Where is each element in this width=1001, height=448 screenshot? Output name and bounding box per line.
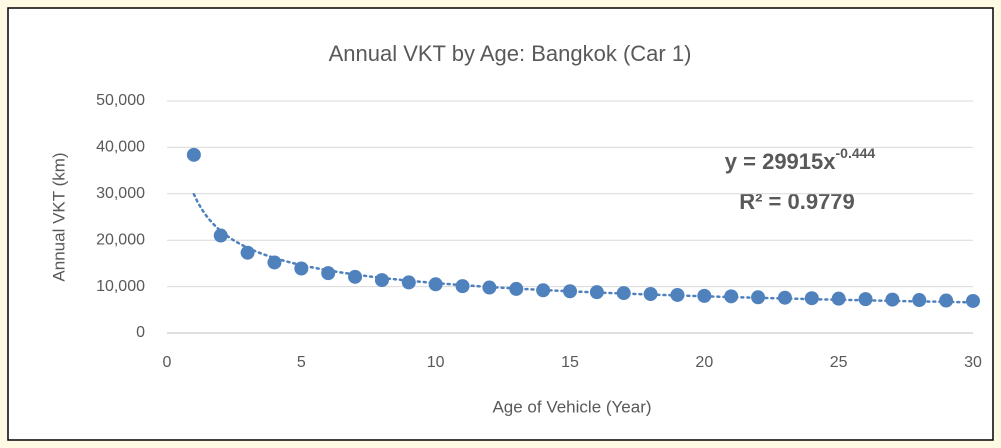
data-point [294, 261, 309, 276]
data-point [482, 280, 497, 295]
data-point [885, 292, 900, 307]
y-tick-label: 20,000 [96, 231, 145, 248]
data-point [401, 275, 416, 290]
y-tick-label: 40,000 [96, 139, 145, 156]
y-axis-title: Annual VKT (km) [49, 152, 68, 281]
data-point [751, 290, 766, 305]
data-point [670, 287, 685, 302]
data-point [724, 289, 739, 304]
data-point [616, 286, 631, 301]
chart-title: Annual VKT by Age: Bangkok (Car 1) [329, 41, 692, 66]
data-point [589, 285, 604, 300]
data-point [858, 292, 873, 307]
data-point [563, 284, 577, 299]
data-point [267, 255, 282, 270]
data-point [912, 293, 927, 308]
data-point [374, 273, 389, 288]
trendline-equation: y = 29915x-0.444 [725, 145, 876, 174]
x-tick-label: 30 [964, 354, 982, 371]
x-tick-label: 15 [561, 354, 579, 371]
data-point [240, 245, 255, 260]
data-point [186, 147, 201, 162]
data-point [831, 291, 846, 306]
data-point [643, 287, 658, 302]
data-point [348, 269, 363, 284]
r-squared: R² = 0.9779 [739, 189, 855, 214]
equation-text: y = 29915x [725, 149, 836, 174]
data-point [939, 293, 954, 308]
data-point [213, 228, 228, 243]
x-tick-label: 0 [163, 354, 172, 371]
x-tick-label: 5 [297, 354, 306, 371]
data-point [455, 279, 470, 294]
data-point [777, 290, 792, 305]
y-tick-label: 30,000 [96, 185, 145, 202]
y-tick-label: 50,000 [96, 92, 145, 109]
x-tick-label: 25 [830, 354, 848, 371]
data-point [321, 266, 336, 281]
x-axis-title: Age of Vehicle (Year) [492, 397, 651, 416]
x-tick-label: 10 [427, 354, 445, 371]
y-tick-label: 0 [136, 324, 145, 341]
chart-frame [7, 7, 994, 441]
equation-exponent: -0.444 [836, 145, 876, 161]
x-tick-label: 20 [695, 354, 713, 371]
data-point [509, 281, 524, 296]
data-point [428, 277, 443, 292]
data-point [966, 293, 980, 308]
y-tick-label: 10,000 [96, 278, 145, 295]
data-point [804, 291, 819, 306]
data-point [536, 283, 551, 298]
data-point [697, 288, 712, 303]
